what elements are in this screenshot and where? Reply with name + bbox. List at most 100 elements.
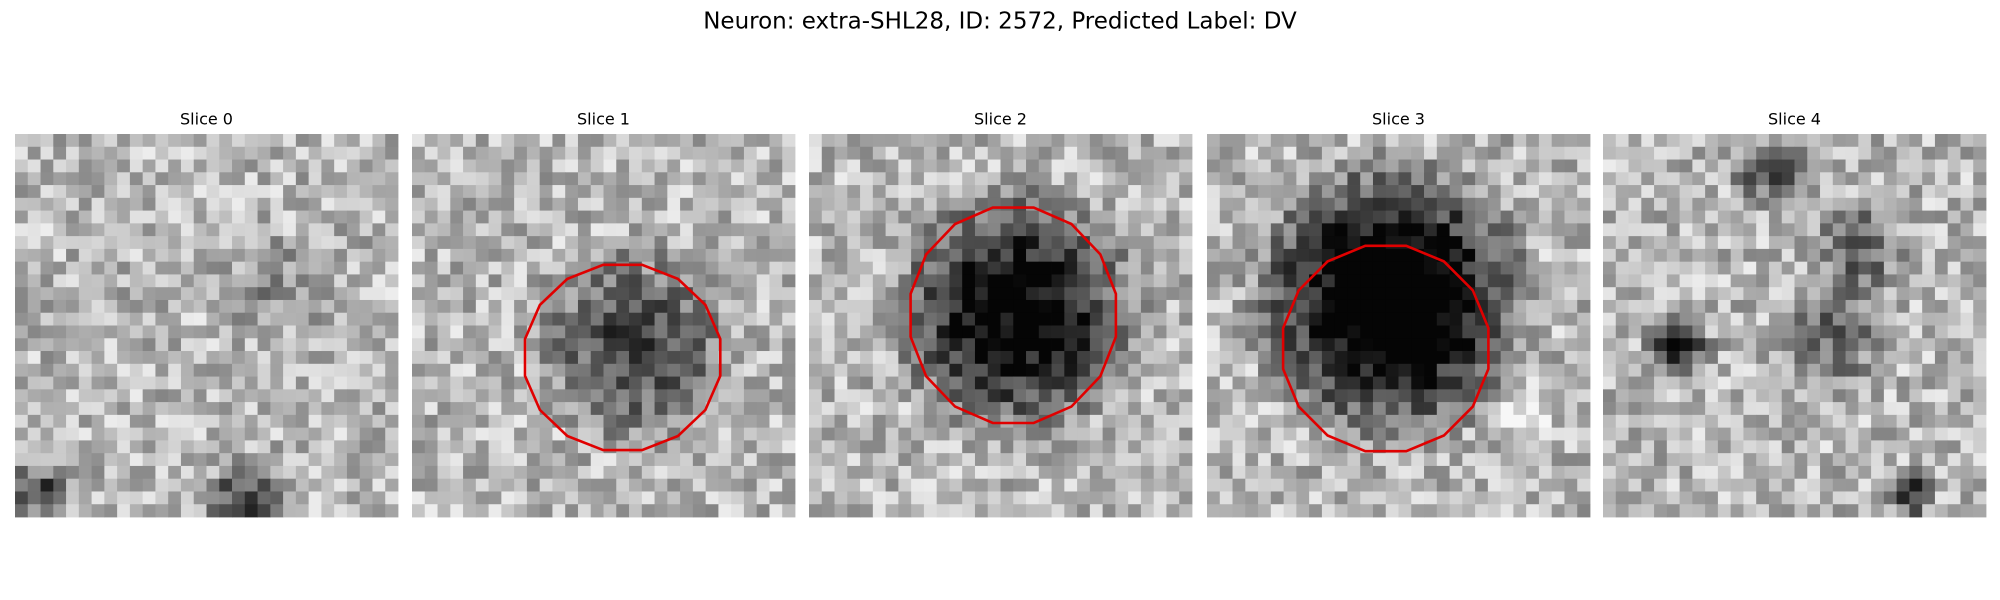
pixel xyxy=(53,491,67,505)
pixel xyxy=(1051,274,1065,288)
pixel xyxy=(898,440,912,454)
pixel xyxy=(488,287,502,301)
pixel xyxy=(692,223,707,237)
pixel xyxy=(1538,134,1553,148)
pixel xyxy=(1475,261,1489,275)
pixel xyxy=(1089,504,1104,518)
pixel xyxy=(270,223,284,237)
pixel xyxy=(1896,146,1910,160)
pixel xyxy=(244,389,258,403)
pixel xyxy=(1026,274,1040,288)
pixel xyxy=(1334,172,1348,186)
pixel xyxy=(769,274,783,288)
pixel xyxy=(78,287,92,301)
pixel xyxy=(27,312,41,326)
pixel xyxy=(860,312,874,326)
pixel xyxy=(270,338,284,352)
pixel xyxy=(539,465,553,480)
pixel xyxy=(692,427,707,441)
pixel xyxy=(385,223,399,237)
pixel xyxy=(1449,427,1463,441)
pixel xyxy=(53,402,67,416)
pixel xyxy=(321,236,335,250)
pixel xyxy=(1628,312,1642,326)
pixel xyxy=(168,312,182,326)
pixel xyxy=(539,427,553,441)
pixel xyxy=(1051,299,1065,314)
pixel xyxy=(372,453,386,467)
pixel xyxy=(782,299,796,314)
pixel xyxy=(1730,491,1744,505)
pixel xyxy=(860,146,874,160)
pixel xyxy=(155,146,169,160)
pixel xyxy=(743,274,758,288)
pixel xyxy=(1207,312,1221,326)
pixel xyxy=(1768,338,1783,352)
pixel xyxy=(872,376,886,390)
pixel xyxy=(962,389,976,403)
pixel xyxy=(1462,236,1476,250)
pixel xyxy=(142,427,156,441)
pixel xyxy=(283,465,297,480)
pixel xyxy=(1845,236,1859,250)
pixel xyxy=(1858,236,1872,250)
pixel xyxy=(1947,134,1961,148)
pixel xyxy=(1283,478,1297,492)
pixel xyxy=(898,389,912,403)
pixel xyxy=(412,299,426,314)
pixel xyxy=(1871,223,1885,237)
pixel xyxy=(1475,172,1489,186)
pixel xyxy=(1845,287,1859,301)
pixel xyxy=(552,134,566,148)
pixel xyxy=(1219,453,1233,467)
pixel xyxy=(1026,325,1040,339)
pixel xyxy=(78,134,92,148)
pixel xyxy=(1768,236,1783,250)
pixel xyxy=(450,363,464,377)
pixel xyxy=(53,465,67,480)
pixel xyxy=(731,248,745,263)
pixel xyxy=(885,134,899,148)
pixel xyxy=(1909,465,1923,480)
pixel xyxy=(1883,287,1898,301)
pixel xyxy=(629,389,643,403)
pixel xyxy=(1832,312,1846,326)
pixel xyxy=(1500,402,1514,416)
pixel xyxy=(1934,389,1949,403)
pixel xyxy=(1692,210,1706,224)
pixel xyxy=(1102,185,1116,199)
pixel xyxy=(1179,338,1193,352)
pixel xyxy=(809,287,823,301)
pixel xyxy=(1089,312,1104,326)
pixel xyxy=(974,478,989,492)
pixel xyxy=(847,248,861,263)
pixel xyxy=(1858,312,1872,326)
pixel xyxy=(1026,389,1040,403)
pixel xyxy=(359,274,373,288)
pixel xyxy=(565,210,579,224)
pixel xyxy=(27,159,41,173)
pixel xyxy=(603,465,617,480)
pixel xyxy=(731,146,745,160)
pixel xyxy=(539,338,553,352)
pixel xyxy=(514,504,528,518)
pixel xyxy=(1768,376,1783,390)
pixel xyxy=(1768,299,1783,314)
pixel xyxy=(885,287,899,301)
pixel xyxy=(1896,185,1910,199)
pixel xyxy=(1153,185,1167,199)
pixel xyxy=(565,197,579,211)
pixel xyxy=(898,376,912,390)
pixel xyxy=(1321,146,1336,160)
pixel xyxy=(641,376,655,390)
pixel xyxy=(168,236,182,250)
pixel xyxy=(1283,172,1297,186)
pixel xyxy=(1871,465,1885,480)
pixel xyxy=(424,159,438,173)
pixel xyxy=(1140,146,1155,160)
pixel xyxy=(321,325,335,339)
pixel xyxy=(1615,261,1629,275)
pixel xyxy=(1820,197,1834,211)
pixel xyxy=(1026,504,1040,518)
pixel xyxy=(1449,312,1463,326)
